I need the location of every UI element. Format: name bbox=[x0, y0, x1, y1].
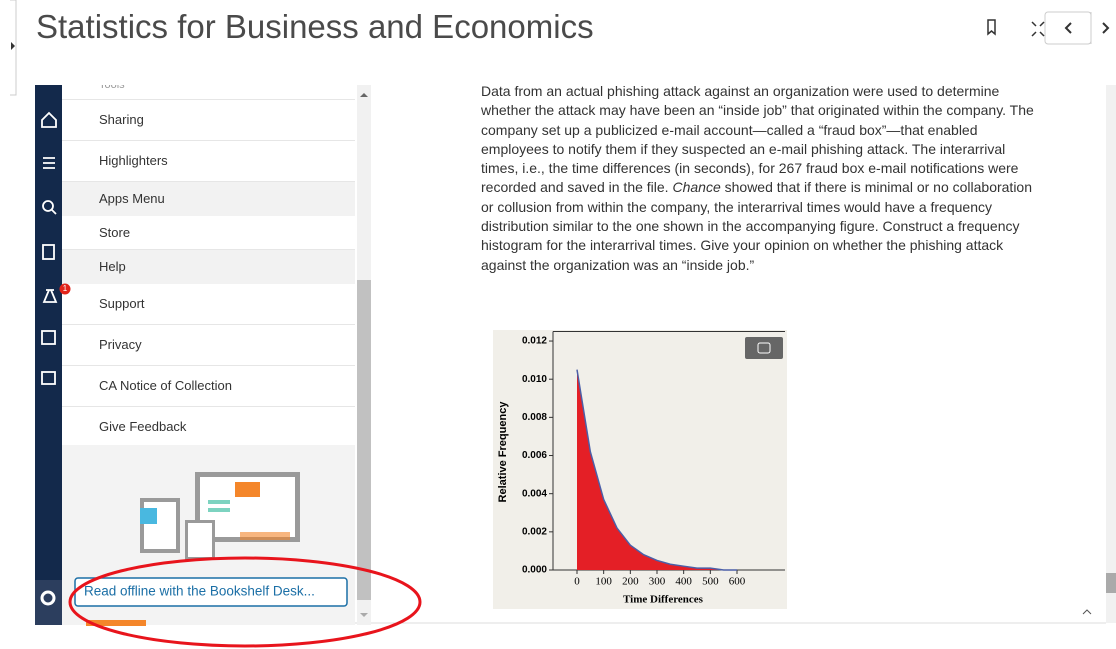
device-illustration bbox=[140, 472, 300, 560]
y-tick-label: 0.000 bbox=[522, 565, 547, 576]
x-tick-label: 0 bbox=[574, 576, 580, 588]
menu-scroll-thumb[interactable] bbox=[357, 280, 371, 600]
lab-icon[interactable] bbox=[44, 290, 56, 302]
x-tick-label: 500 bbox=[702, 576, 719, 588]
notebook-icon[interactable] bbox=[43, 245, 54, 259]
badge-count: 1 bbox=[63, 284, 68, 293]
image-icon[interactable] bbox=[42, 331, 55, 344]
search-icon[interactable] bbox=[43, 201, 53, 211]
y-tick-label: 0.008 bbox=[522, 412, 547, 423]
y-tick-label: 0.004 bbox=[522, 488, 547, 499]
sidebar-icons bbox=[42, 113, 56, 384]
x-tick-label: 400 bbox=[675, 576, 692, 588]
figure-comment[interactable] bbox=[745, 337, 783, 359]
y-tick-label: 0.006 bbox=[522, 450, 547, 461]
contents-icon[interactable] bbox=[43, 158, 55, 168]
y-tick-label: 0.012 bbox=[522, 336, 547, 347]
x-tick-label: 200 bbox=[622, 576, 639, 588]
x-axis-title: Time Differences bbox=[623, 594, 704, 606]
page: Statistics for Business and Economics To… bbox=[0, 0, 1116, 649]
y-tick-label: 0.010 bbox=[522, 374, 547, 385]
x-tick-label: 300 bbox=[649, 576, 666, 588]
x-tick-label: 600 bbox=[729, 576, 746, 588]
problem-text: Data from an actual phishing attack agai… bbox=[481, 82, 1046, 275]
y-tick-label: 0.002 bbox=[522, 526, 547, 537]
source-name: Chance bbox=[672, 179, 720, 195]
x-tick-label: 100 bbox=[595, 576, 612, 588]
home-icon[interactable] bbox=[42, 113, 56, 127]
offline-button-label[interactable]: Read offline with the Bookshelf Desk... bbox=[84, 584, 315, 599]
y-axis-title: Relative Frequency bbox=[497, 401, 509, 503]
notes-icon[interactable] bbox=[42, 372, 55, 384]
